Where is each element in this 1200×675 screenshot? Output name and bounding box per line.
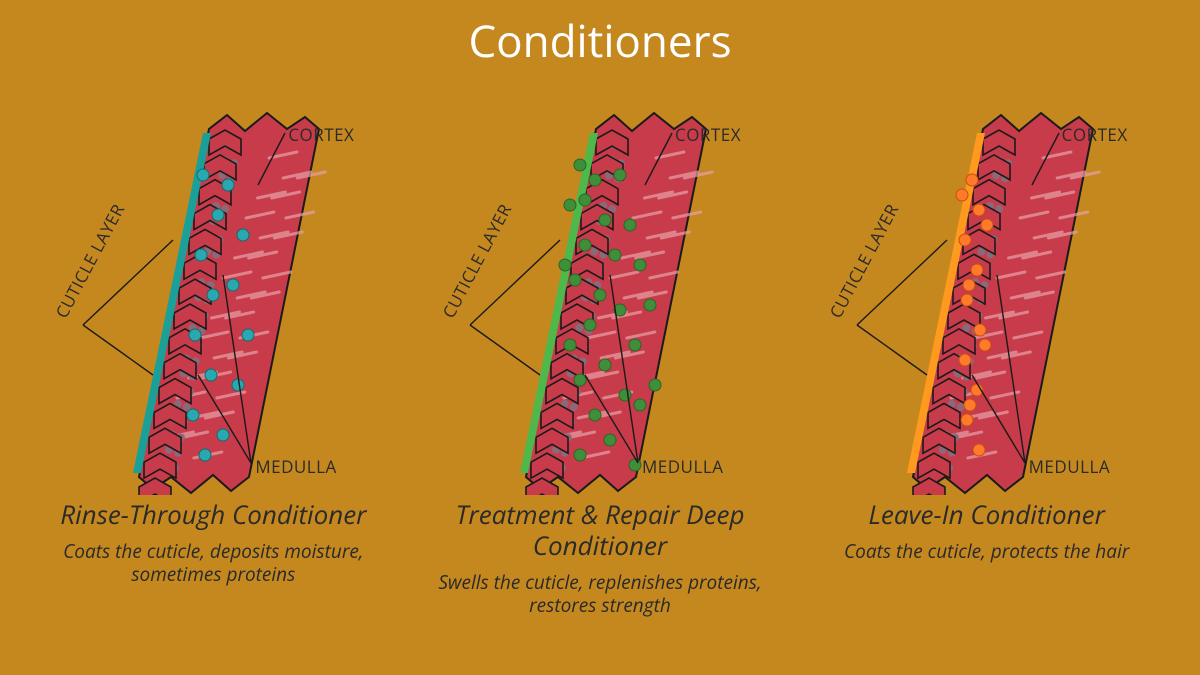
page-title: Conditioners xyxy=(0,0,1200,70)
panels-row: CUTICLE LAYER CORTEX MEDULLA Rinse-Throu… xyxy=(0,75,1200,617)
label-medulla: MEDULLA xyxy=(255,455,336,478)
label-cortex: CORTEX xyxy=(1062,123,1128,146)
panel-title-leavein: Leave-In Conditioner xyxy=(797,499,1177,530)
label-medulla: MEDULLA xyxy=(642,455,723,478)
label-medulla: MEDULLA xyxy=(1029,455,1110,478)
panel-title-treatment: Treatment & Repair Deep Conditioner xyxy=(410,499,790,561)
label-cortex: CORTEX xyxy=(288,123,354,146)
panel-desc-leavein: Coats the cuticle, protects the hair xyxy=(797,540,1177,563)
diagram-treatment: CUTICLE LAYER CORTEX MEDULLA xyxy=(410,75,790,495)
panel-treatment: CUTICLE LAYER CORTEX MEDULLA Treatment &… xyxy=(410,75,790,617)
panel-title-rinse: Rinse-Through Conditioner xyxy=(23,499,403,530)
diagram-leavein: CUTICLE LAYER CORTEX MEDULLA xyxy=(797,75,1177,495)
label-cortex: CORTEX xyxy=(675,123,741,146)
panel-leavein: CUTICLE LAYER CORTEX MEDULLA Leave-In Co… xyxy=(797,75,1177,617)
diagram-rinse: CUTICLE LAYER CORTEX MEDULLA xyxy=(23,75,403,495)
panel-desc-rinse: Coats the cuticle, deposits moisture, so… xyxy=(23,540,403,586)
panel-rinse: CUTICLE LAYER CORTEX MEDULLA Rinse-Throu… xyxy=(23,75,403,617)
panel-desc-treatment: Swells the cuticle, replenishes proteins… xyxy=(410,571,790,617)
